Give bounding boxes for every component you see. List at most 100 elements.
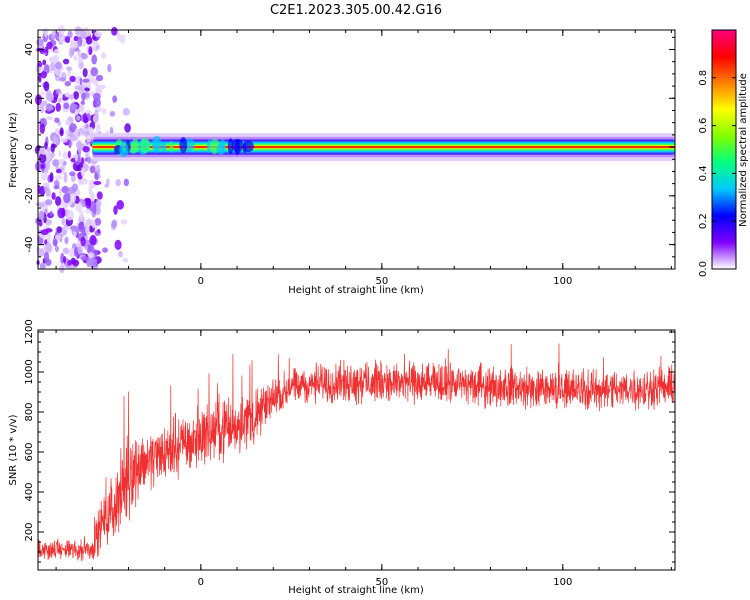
spectrogram-ytick-label: 40 [24,43,35,56]
spectrogram-noise-blob [77,56,83,64]
spectrogram-noise-blob [122,107,130,116]
snr-frame [37,329,676,571]
spectrogram-noise-blob [69,171,76,177]
spectrogram-ytick-label: 0 [24,144,35,150]
spectrogram-noise-blob [65,36,71,44]
spectrogram-noise-blob [86,244,95,256]
spectrogram-noise-blob [58,77,66,82]
spectrogram-noise-blob [55,88,61,95]
spectrogram-noise-blob [85,36,93,45]
snr-xtick-label: 100 [553,577,572,588]
spectrogram-noise-blob [45,147,53,152]
spectrogram-noise-blob [87,252,95,258]
spectrogram-noise-blob [78,84,85,95]
spectrogram-noise-blob [80,236,86,247]
spectrogram-noise-blob [39,123,46,134]
spectrogram-noise-blob [115,179,121,187]
spectrogram-noise-blob [38,62,43,68]
spectrogram-noise-blob [63,255,67,264]
spectrogram-noise-blob [91,54,98,65]
spectrogram-noise-blob [76,115,81,121]
spectrogram-noise-blob [111,219,118,229]
spectrogram-carrier-blob [234,139,241,156]
spectrogram-noise-blob [119,34,126,44]
spectrogram-noise-blob [90,67,99,77]
spectrogram-noise-blob [123,178,129,187]
colorbar-ticks: 0.0 0.2 0.4 0.6 0.8 [698,70,736,277]
spectrogram-noise-blob [73,55,78,61]
spectrogram-noise-blob [61,185,70,194]
spectrogram-noise-blob [93,180,102,185]
colorbar-label: Normalized spectral amplitude [738,73,749,227]
spectrogram-noise-blob [93,249,98,258]
spectrogram-carrier-blob [216,143,226,155]
spectrogram-noise-blob [79,104,85,114]
spectrogram-noise-blob [55,102,61,112]
spectrogram-noise-blob [86,135,92,143]
spectrogram-noise-blob [94,109,99,119]
spectrogram-noise-blob [88,185,93,197]
figure-title: C2E1.2023.305.00.42.G16 [270,3,442,18]
spectrogram-panel: 0 50 100 -40 -20 0 20 40 Height of straight lin… [8,25,676,296]
spectrogram-carrier-blob [169,141,174,153]
spectrogram-noise-blob [68,247,76,258]
spectrogram-noise-blob [62,151,69,160]
spectrogram-noise-blob [73,91,80,100]
spectrogram-noise-blob [75,201,83,213]
colorbar: 0.0 0.2 0.4 0.6 0.8 Normalized spectral ampl… [698,29,749,277]
spectrogram-noise-blob [44,141,48,150]
spectrogram-noise-blob [65,119,71,126]
spectrogram-noise-blob [92,92,101,101]
spectrogram-noise-blob [71,183,79,192]
spectrogram-ytick-label: 20 [24,92,35,105]
spectrogram-carrier-blob [153,138,159,151]
spectrogram-noise-blob [79,210,84,220]
spectrogram-noise-blob [112,95,118,103]
spectrogram-xtick-label: 50 [375,276,388,287]
spectrogram-noise-blob [80,31,88,39]
spectrogram-noise-blob [39,262,46,270]
spectrogram-noise-blob [77,245,83,255]
spectrogram-noise-blob [49,210,53,217]
spectrogram-noise-blob [68,139,72,149]
spectrogram-noise-blob [68,47,74,58]
colorbar-tick-label: 0.6 [698,118,709,134]
spectrogram-noise-blob [35,94,43,106]
spectrogram-noise-blob [59,127,64,137]
spectrogram-noise-blob [93,204,97,215]
spectrogram-noise-blob [50,61,55,72]
spectrogram-noise-blob [114,239,122,251]
spectrogram-noise-blob [40,229,49,236]
spectrogram-noise-blob [68,94,75,100]
spectrogram-noise-blob [36,248,45,258]
spectrogram-noise-blob [82,146,90,153]
spectrogram-noise-blob [124,123,131,133]
spectrogram-noise-blob [87,156,92,164]
spectrogram-noise-blob [69,123,77,133]
spectrogram-carrier-blob [131,138,139,152]
spectrogram-noise-blob [96,191,103,200]
spectrogram-noise-blob [46,41,53,50]
spectrogram-noise-blob [58,30,65,42]
spectrogram-noise-blob [81,92,86,101]
spectrogram-noise-blob [74,26,82,36]
spectrogram-noise-blob [63,172,68,184]
spectrogram-noise-blob [54,245,60,253]
spectrogram-noise-blob [85,198,92,209]
snr-xtick-label: 0 [198,577,204,588]
spectrogram-noise-blob [80,100,85,106]
spectrogram-noise-blob [40,71,48,79]
spectrogram-noise-blob [85,123,89,129]
spectrogram-xtick-label: 0 [198,276,204,287]
spectrogram-noise-blob [113,205,118,215]
snr-ytick-label: 400 [24,482,35,501]
spectrogram-carrier-blob [160,142,167,152]
spectrogram-noise-blob [90,195,95,203]
spectrogram-noise-blob [63,192,71,204]
spectrogram-noise-blob [91,219,96,229]
spectrogram-noise-blob [46,115,54,121]
colorbar-tick-label: 0.4 [698,165,709,181]
spectrogram-xtick-label: 100 [553,276,572,287]
spectrogram-noise-blob [62,58,70,65]
